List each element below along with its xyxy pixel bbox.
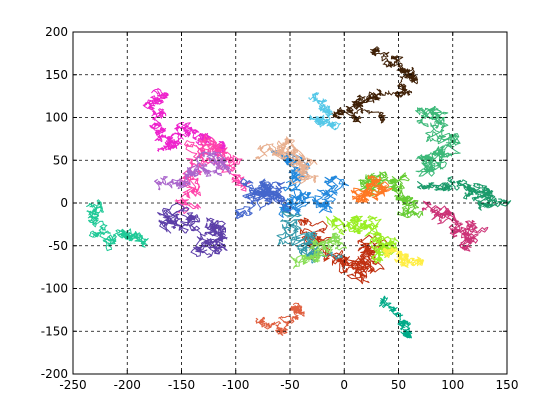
walk-series-6 (415, 106, 461, 177)
walk-series-22 (290, 232, 347, 269)
y-tick-label: 100 (45, 111, 68, 125)
y-tick-label: -200 (41, 367, 68, 381)
walk-series-7 (270, 150, 349, 218)
tick-labels: -250 -200 -150 -100 -50 0 50 100 150-200-150-100… (41, 25, 519, 392)
y-tick-label: -100 (41, 282, 68, 296)
x-tick-label: -150 (168, 378, 195, 392)
tick-marks (72, 31, 508, 375)
walk-series-16 (382, 246, 425, 268)
x-tick-label: 100 (441, 378, 464, 392)
x-tick-label: -200 (114, 378, 141, 392)
y-tick-label: 150 (45, 68, 68, 82)
x-tick-label: -50 (280, 378, 300, 392)
y-tick-label: -150 (41, 324, 68, 338)
walk-series-13 (255, 136, 319, 185)
walk-series-9 (255, 302, 305, 336)
grid-lines (73, 32, 507, 374)
x-tick-label: 150 (496, 378, 519, 392)
x-tick-label: -250 (59, 378, 86, 392)
x-tick-label: -100 (222, 378, 249, 392)
plot-area (86, 46, 512, 339)
walk-series-17 (235, 178, 292, 219)
walk-series-12 (308, 92, 341, 131)
y-tick-label: -50 (48, 239, 68, 253)
x-tick-label: 50 (391, 378, 406, 392)
walk-series-18 (154, 150, 232, 191)
walk-series-20 (417, 176, 512, 211)
walk-series-11 (325, 214, 399, 264)
walk-series-8 (297, 217, 389, 285)
walk-series-5 (331, 46, 419, 124)
walk-series-14 (421, 200, 489, 252)
walk-series-4 (157, 202, 228, 258)
y-tick-label: 50 (53, 153, 68, 167)
y-tick-label: 0 (60, 196, 68, 210)
walk-series-21 (350, 175, 393, 204)
x-tick-label: 0 (340, 378, 348, 392)
walk-series-1 (86, 199, 149, 252)
y-tick-label: 200 (45, 25, 68, 39)
walk-series-10 (379, 295, 413, 339)
